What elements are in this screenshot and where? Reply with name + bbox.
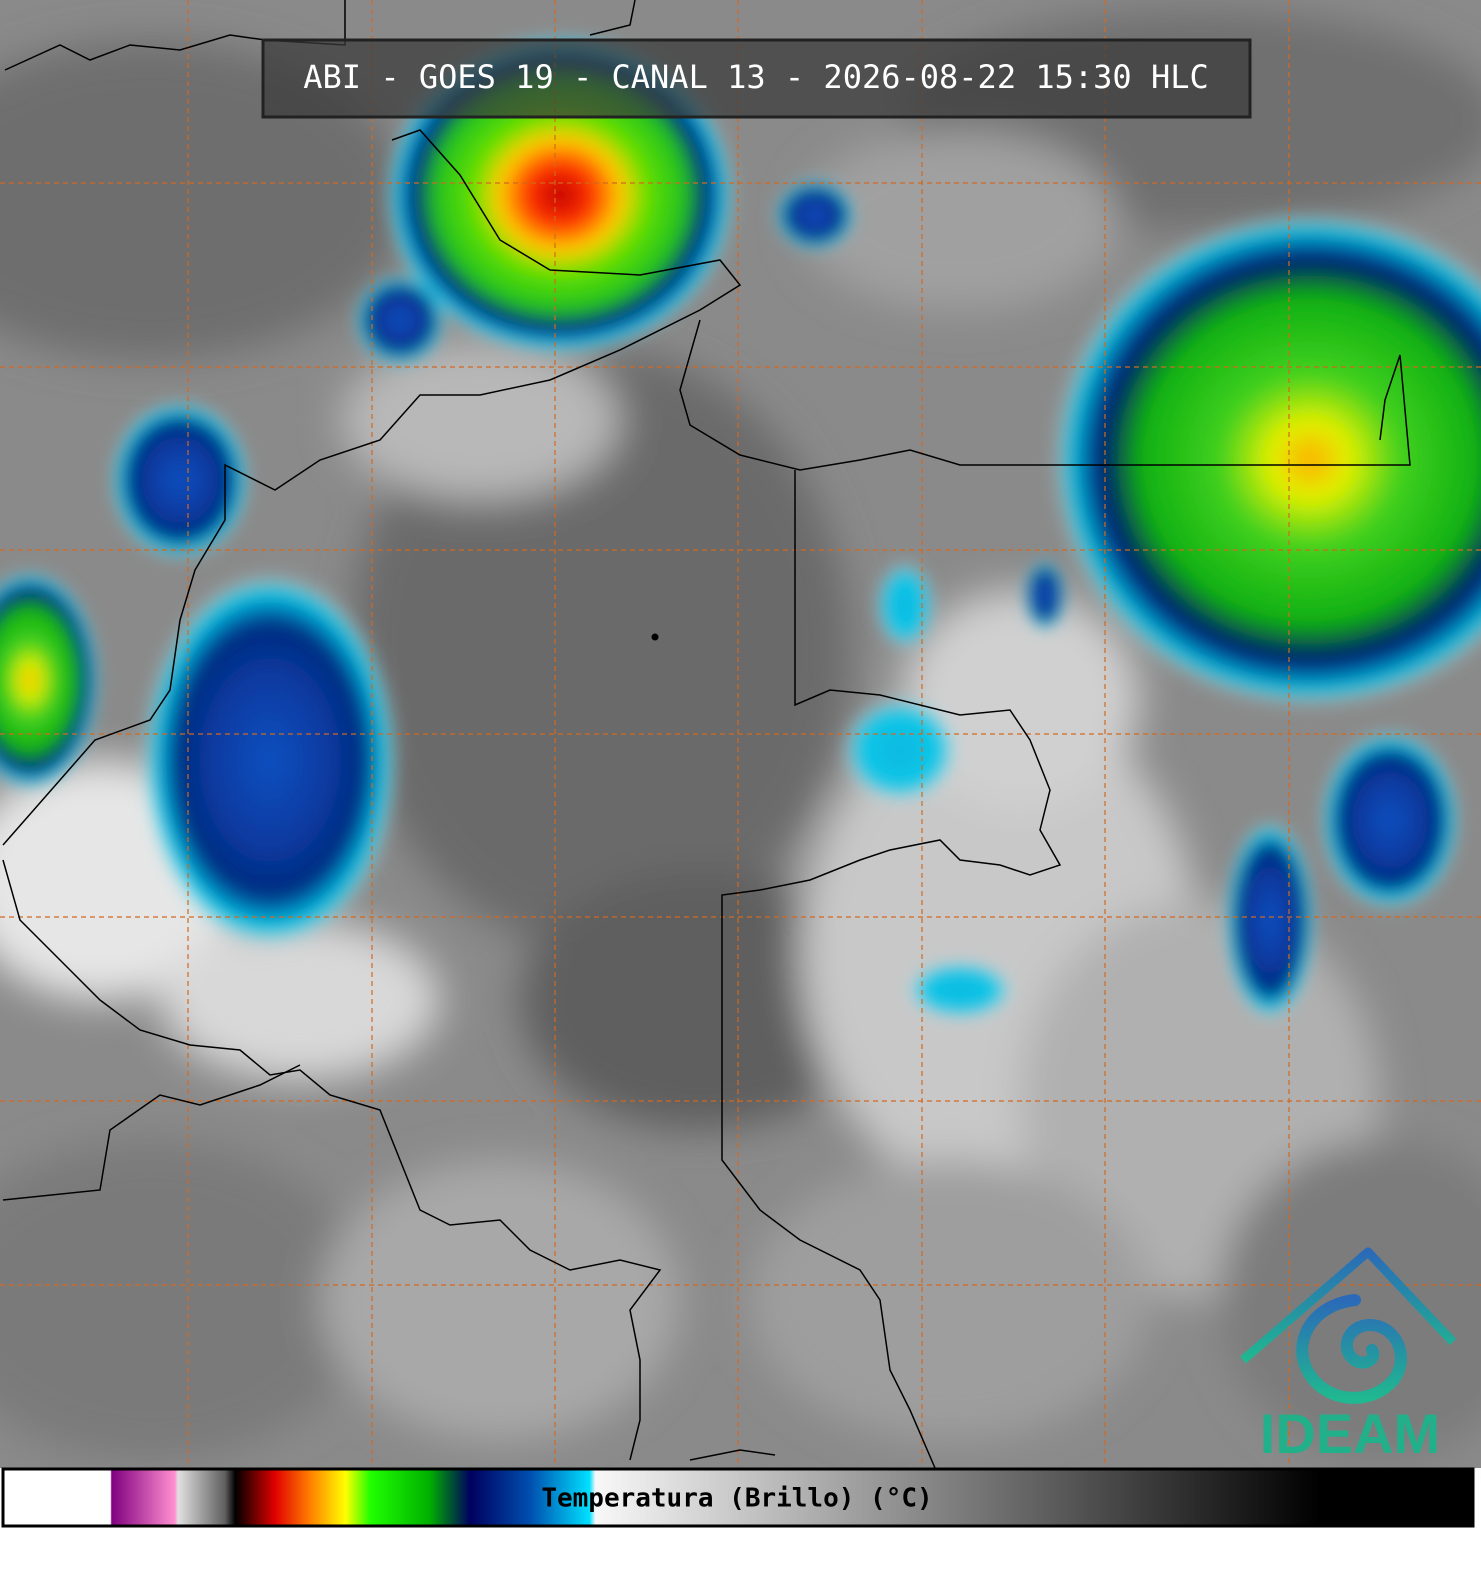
border [2, 859, 662, 1461]
border [2, 129, 742, 846]
city-marker [651, 633, 659, 641]
title-box: ABI - GOES 19 - CANAL 13 - 2026-08-22 15… [261, 38, 1252, 119]
borders [2, 0, 1411, 1469]
border [2, 1064, 301, 1201]
border [689, 1449, 776, 1461]
graticule [0, 0, 1481, 1468]
grid-line [0, 182, 1481, 1286]
colorbar-label: Temperatura (Brillo) (°C) [541, 1484, 932, 1514]
logo-text: IDEAM [1260, 1402, 1440, 1465]
logo: IDEAM [1240, 1247, 1457, 1465]
title: ABI - GOES 19 - CANAL 13 - 2026-08-22 15… [303, 58, 1208, 96]
colorbar: Temperatura (Brillo) (°C) [1, 1467, 1475, 1528]
border [589, 0, 1411, 471]
border [721, 470, 1062, 1469]
